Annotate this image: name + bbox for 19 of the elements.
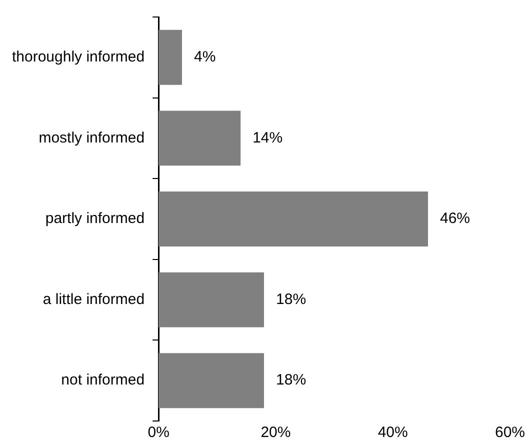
bar [158,192,428,246]
x-tick-label: 40% [378,424,408,442]
y-tick-label: mostly informed [38,129,145,146]
data-label: 4% [194,48,216,66]
data-label: 18% [276,372,306,389]
y-tick-label: a little informed [42,290,145,308]
bar [158,353,264,408]
bar [158,30,182,85]
data-label: 14% [252,129,283,146]
data-label: 46% [440,210,470,228]
bar [158,272,264,328]
y-tick-label: partly informed [45,210,145,228]
y-tick-label: thoroughly informed [12,48,145,66]
bar [158,110,241,166]
data-label: 18% [276,290,306,308]
y-tick-label: not informed [61,372,145,389]
x-tick-label: 20% [260,424,291,442]
x-tick-label: 60% [494,424,526,442]
x-tick-label: 0% [148,424,170,442]
